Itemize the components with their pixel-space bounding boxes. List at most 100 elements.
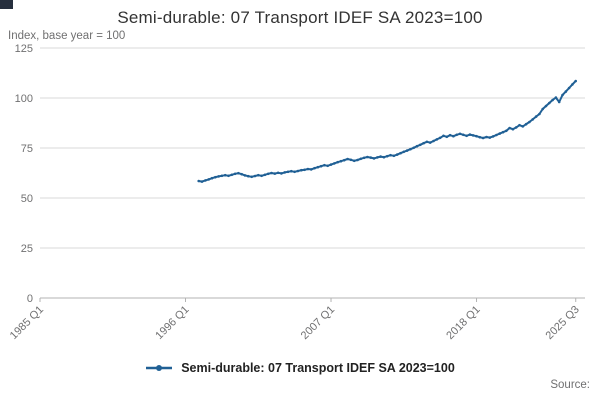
series-point xyxy=(399,151,402,155)
series-point xyxy=(280,172,283,175)
series-point xyxy=(561,93,564,97)
x-tick-label: 2025 Q3 xyxy=(544,304,582,342)
series-point xyxy=(237,171,240,175)
series-point xyxy=(309,168,313,171)
series-point xyxy=(534,115,538,118)
y-tick-label: 125 xyxy=(15,43,33,55)
logo-mark xyxy=(0,0,13,9)
x-tick-label: 1996 Q1 xyxy=(153,304,191,342)
series-point xyxy=(402,150,406,154)
series-point xyxy=(250,175,253,179)
series-point xyxy=(296,169,300,173)
series-point xyxy=(501,130,505,134)
series-point xyxy=(352,159,356,163)
series-point xyxy=(326,164,330,168)
series-point xyxy=(217,175,220,178)
line-chart: 0 25 50 75 100 125 1985 Q1 1996 Q1 2007 Q1 2018 … xyxy=(8,43,585,342)
legend-label: Semi-durable: 07 Transport IDEF SA 2023=… xyxy=(181,361,455,375)
series-point xyxy=(485,135,488,139)
series-point xyxy=(359,157,363,161)
series-point xyxy=(458,132,462,136)
x-tick-label: 1985 Q1 xyxy=(8,304,46,342)
gridlines xyxy=(40,47,585,299)
chart-title: Semi-durable: 07 Transport IDEF SA 2023=… xyxy=(117,8,483,27)
x-tick-label: 2007 Q1 xyxy=(299,304,337,342)
series-point xyxy=(207,178,210,181)
series-point xyxy=(445,135,449,139)
series-point xyxy=(488,136,492,139)
series-point xyxy=(574,79,577,83)
series-point xyxy=(508,126,511,130)
series-point xyxy=(551,98,554,102)
series-point xyxy=(273,172,277,175)
series-point xyxy=(379,155,382,158)
series-point xyxy=(220,174,224,178)
series-point xyxy=(432,139,435,143)
series-point xyxy=(422,141,425,145)
series-point xyxy=(227,174,230,178)
y-tick-label: 75 xyxy=(21,143,33,155)
series-point xyxy=(389,153,392,157)
y-tick-label: 0 xyxy=(27,293,33,305)
series-point xyxy=(214,175,217,179)
series-point xyxy=(435,138,439,141)
series-point xyxy=(538,112,541,116)
data-series xyxy=(197,79,577,183)
series-point xyxy=(409,147,412,151)
series-point xyxy=(257,173,260,177)
series-point xyxy=(266,172,270,176)
series-point xyxy=(253,174,257,178)
series-point xyxy=(300,168,303,172)
series-point xyxy=(247,174,250,178)
series-point xyxy=(521,125,525,128)
series-point xyxy=(544,104,548,108)
series-point xyxy=(313,166,316,170)
legend-dot xyxy=(156,365,163,371)
series-point xyxy=(385,154,389,158)
series-point xyxy=(293,170,296,174)
series-point xyxy=(465,134,468,138)
series-point xyxy=(323,163,326,167)
series-point xyxy=(286,170,290,174)
series-point xyxy=(329,163,333,166)
series-point xyxy=(270,171,273,175)
series-point xyxy=(395,153,399,156)
series-point xyxy=(356,158,359,162)
series-point xyxy=(366,155,369,159)
series-point xyxy=(260,174,263,178)
series-point xyxy=(548,101,551,105)
series-point xyxy=(415,144,419,148)
series-point xyxy=(319,164,323,168)
series-point xyxy=(283,171,287,174)
series-point xyxy=(372,157,376,160)
series-point xyxy=(448,133,452,137)
series-point xyxy=(316,165,320,169)
series-point xyxy=(263,173,267,177)
series-point xyxy=(567,86,571,90)
series-point xyxy=(557,100,561,104)
source-label: Source: xyxy=(550,379,590,391)
series-point xyxy=(230,173,234,177)
series-point xyxy=(233,172,237,176)
series-point xyxy=(511,127,515,131)
series-point xyxy=(498,132,502,135)
y-tick-label: 50 xyxy=(21,193,33,205)
series-point xyxy=(276,171,280,175)
series-point xyxy=(481,136,485,140)
series-point xyxy=(571,83,574,86)
series-point xyxy=(452,134,455,138)
series-point xyxy=(243,174,247,177)
series-point xyxy=(491,135,495,138)
series-point xyxy=(514,126,518,129)
series-point xyxy=(475,134,478,138)
x-axis-tick-labels: 1985 Q1 1996 Q1 2007 Q1 2018 Q1 2025 Q3 xyxy=(8,298,582,342)
series-point xyxy=(524,122,528,126)
y-tick-label: 100 xyxy=(15,93,33,105)
series-point xyxy=(438,136,442,140)
series-point xyxy=(478,135,482,139)
series-point xyxy=(349,158,353,162)
series-point xyxy=(342,158,346,162)
series-point xyxy=(369,156,373,159)
y-tick-label: 25 xyxy=(21,243,33,255)
